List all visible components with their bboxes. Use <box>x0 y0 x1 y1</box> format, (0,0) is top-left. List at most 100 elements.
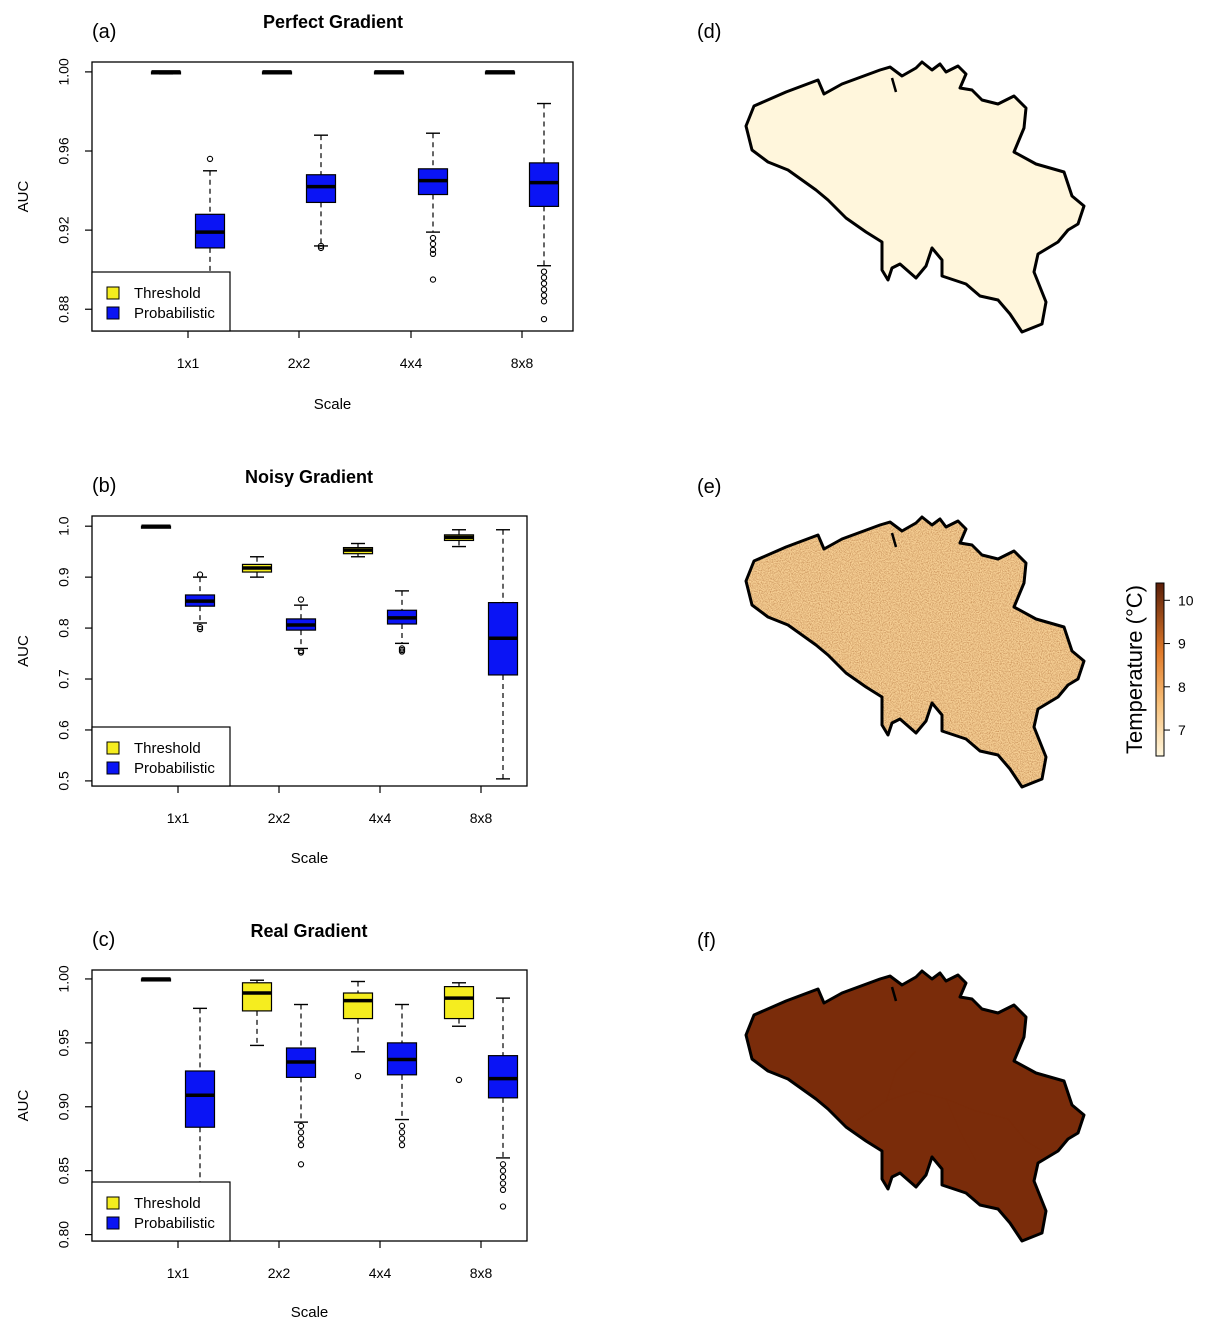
x-tick-label: 4x4 <box>369 810 392 826</box>
belgium-map <box>744 515 1086 789</box>
belgium-map <box>744 60 1086 334</box>
x-tick-label: 1x1 <box>167 810 190 826</box>
outlier-point <box>398 1141 406 1149</box>
probabilistic-box-4x4 <box>417 132 449 283</box>
panel-label: (c) <box>92 929 115 951</box>
threshold-box-8x8 <box>484 70 516 75</box>
outlier-point <box>196 625 204 633</box>
outlier-point <box>540 315 548 323</box>
threshold-box-8x8 <box>443 529 475 548</box>
outlier-point <box>499 1203 507 1210</box>
outlier-point <box>297 1122 305 1130</box>
outlier-point <box>297 596 305 603</box>
map-highland-shading <box>746 971 1084 1241</box>
outlier-point <box>429 276 437 283</box>
enclave-mark <box>890 986 898 1002</box>
threshold-box-1x1 <box>150 70 182 75</box>
outlier-point <box>499 1167 507 1174</box>
map-border <box>744 515 1086 789</box>
outlier-point <box>499 1180 507 1187</box>
chart-panel-c: (c) Real Gradient 0.80 0.85 0.90 0.95 1.00 AUC 1… <box>15 921 528 1320</box>
outlier-point <box>317 244 325 252</box>
map-border <box>744 60 1086 334</box>
colorbar-tick-label: 7 <box>1178 722 1186 738</box>
box <box>443 986 475 1020</box>
plot-frame <box>91 515 528 787</box>
probabilistic-box-1x1 <box>184 571 216 633</box>
map-border <box>744 969 1086 1243</box>
threshold-box-4x4 <box>342 542 374 558</box>
threshold-box-2x2 <box>241 979 273 1047</box>
enclave-mark <box>890 532 898 548</box>
outlier-point <box>317 242 325 250</box>
legend: Threshold Probabilistic <box>91 271 231 332</box>
outlier-point <box>196 623 204 631</box>
legend-swatch-probabilistic <box>106 1216 120 1230</box>
outlier-point <box>429 234 437 242</box>
panel-label: (e) <box>697 476 721 498</box>
river-line <box>885 1050 917 1102</box>
y-tick-label: 0.7 <box>56 669 72 689</box>
box <box>184 1070 216 1128</box>
probabilistic-box-2x2 <box>305 134 337 252</box>
x-tick-label: 1x1 <box>177 355 200 371</box>
river-line <box>1007 1118 1047 1154</box>
panel-label: (a) <box>92 21 116 43</box>
x-tick-label: 2x2 <box>288 355 311 371</box>
probabilistic-box-8x8 <box>487 529 519 780</box>
x-axis-label: Scale <box>291 850 329 867</box>
chart-title: Perfect Gradient <box>263 12 403 32</box>
temperature-map-e: (e) <box>697 476 1086 789</box>
box <box>342 992 374 1020</box>
plot-frame <box>91 969 528 1242</box>
outlier-point <box>540 298 548 305</box>
outlier-point <box>499 1173 507 1181</box>
probabilistic-box-1x1 <box>184 1007 216 1213</box>
outlier-point <box>540 286 548 293</box>
x-tick-label: 8x8 <box>470 810 493 826</box>
outlier-point <box>398 1122 406 1130</box>
plot-frame <box>91 61 574 332</box>
y-tick-label: 0.85 <box>56 1157 72 1184</box>
legend-swatch-threshold <box>106 1196 120 1210</box>
temperature-map-f: (f) <box>697 930 1086 1243</box>
colorbar-tick-label: 8 <box>1178 679 1186 695</box>
y-tick-label: 0.9 <box>56 567 72 587</box>
threshold-box-4x4 <box>373 70 405 75</box>
legend: Threshold Probabilistic <box>91 1181 231 1242</box>
threshold-box-2x2 <box>261 70 293 75</box>
y-axis-label: AUC <box>15 635 32 667</box>
river-line <box>855 1090 1009 1122</box>
outlier-point <box>540 292 548 299</box>
outlier-point <box>499 1161 507 1168</box>
y-tick-label: 0.80 <box>56 1221 72 1248</box>
outlier-point <box>429 250 437 258</box>
y-axis-label: AUC <box>15 180 32 212</box>
legend-label-probabilistic: Probabilistic <box>134 1215 215 1232</box>
enclave-mark <box>890 77 898 93</box>
x-axis-label: Scale <box>291 1304 329 1320</box>
probabilistic-box-4x4 <box>386 1003 418 1149</box>
legend-swatch-probabilistic <box>106 761 120 775</box>
probabilistic-box-1x1 <box>194 155 226 275</box>
x-tick-label: 2x2 <box>268 810 291 826</box>
legend-swatch-threshold <box>106 286 120 300</box>
threshold-box-4x4 <box>342 980 374 1080</box>
y-tick-label: 0.92 <box>56 216 72 243</box>
chart-title: Real Gradient <box>250 921 367 941</box>
map-fill <box>746 62 1084 332</box>
probabilistic-box-8x8 <box>528 102 560 323</box>
probabilistic-box-8x8 <box>487 997 519 1210</box>
temperature-map-d: (d) <box>697 21 1086 334</box>
probabilistic-box-2x2 <box>285 1003 317 1168</box>
legend-label-threshold: Threshold <box>134 285 201 302</box>
legend-label-probabilistic: Probabilistic <box>134 760 215 777</box>
legend-swatch-threshold <box>106 741 120 755</box>
x-tick-label: 4x4 <box>400 355 423 371</box>
y-tick-label: 1.0 <box>56 516 72 536</box>
outlier-point <box>540 268 548 275</box>
y-tick-label: 0.6 <box>56 720 72 740</box>
y-axis-label: AUC <box>15 1089 32 1121</box>
panel-label: (d) <box>697 21 721 43</box>
